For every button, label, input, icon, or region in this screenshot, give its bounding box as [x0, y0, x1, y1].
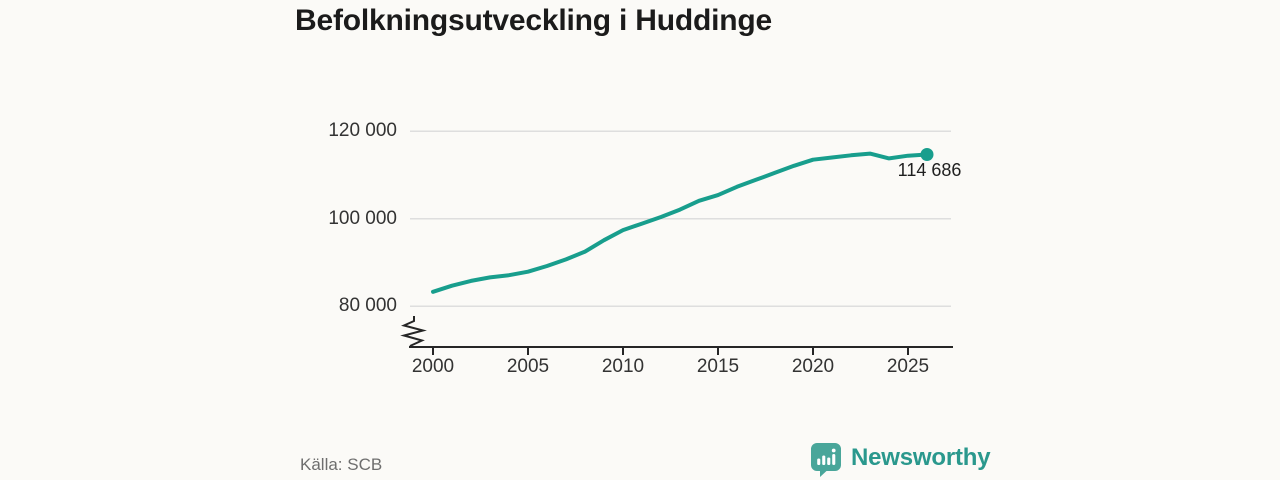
y-tick-label: 80 000 [338, 295, 397, 317]
x-tick-label: 2020 [791, 356, 835, 377]
x-tick-label: 2015 [696, 356, 740, 377]
x-tick-label: 2005 [506, 356, 550, 377]
newsworthy-logo: Newsworthy [811, 443, 991, 477]
end-value-label: 114 686 [897, 160, 962, 181]
x-tick-label: 2010 [601, 356, 645, 377]
end-point-dot [920, 147, 934, 161]
y-tick-label: 120 000 [328, 120, 397, 142]
x-tick-label: 2025 [886, 356, 930, 377]
population-line [431, 151, 929, 294]
chart-title: Befolkningsutveckling i Huddinge [295, 4, 772, 37]
x-tick-label: 2000 [411, 356, 455, 377]
axis-break-zigzag [400, 316, 427, 347]
newsworthy-wordmark: Newsworthy [851, 444, 991, 471]
source-note: Källa: SCB [300, 455, 383, 474]
newsworthy-speech-bubble-chart-icon [811, 443, 841, 477]
y-tick-label: 100 000 [328, 207, 397, 229]
